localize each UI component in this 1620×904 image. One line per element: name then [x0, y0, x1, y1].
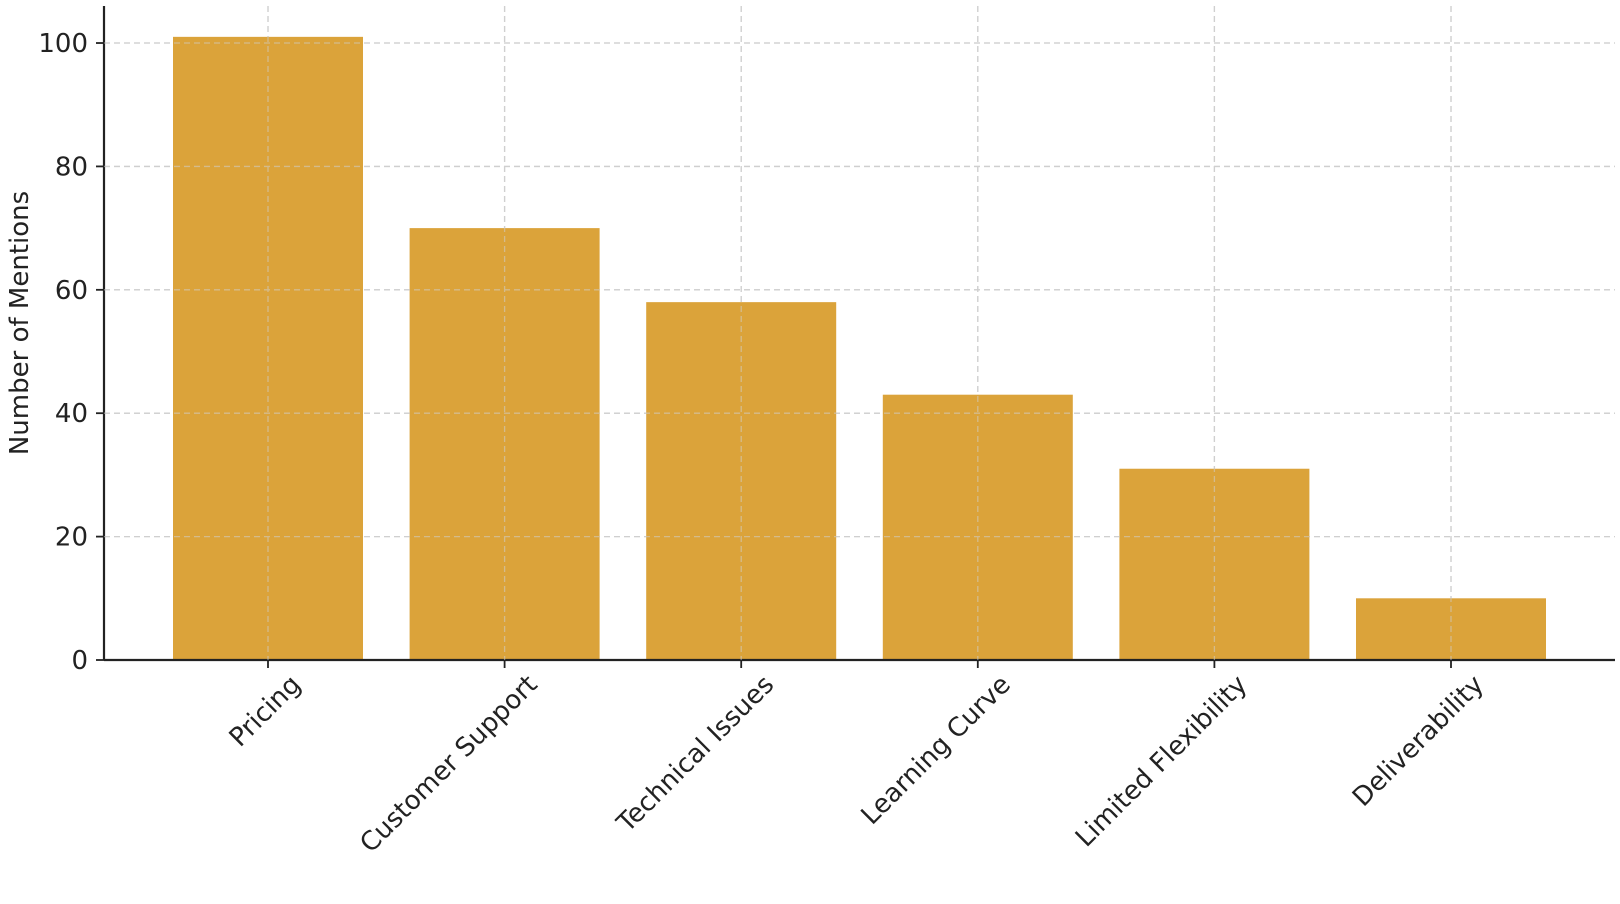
y-tick-label-0: 0 [71, 646, 88, 676]
x-tick-label-limited-flexibility: Limited Flexibility [1070, 670, 1253, 853]
x-tick-label-technical-issues: Technical Issues [611, 670, 780, 839]
y-tick-label-80: 80 [55, 152, 88, 182]
x-tick-label-deliverability: Deliverability [1347, 670, 1490, 813]
grid-lines [104, 6, 1615, 660]
y-axis-title: Number of Mentions [5, 191, 35, 455]
y-tick-label-20: 20 [55, 523, 88, 553]
x-tick-label-customer-support: Customer Support [355, 670, 544, 859]
x-tick-label-learning-curve: Learning Curve [856, 670, 1017, 831]
y-tick-label-60: 60 [55, 276, 88, 306]
x-tick-label-pricing: Pricing [224, 670, 307, 753]
bars [173, 36, 1546, 660]
y-tick-label-40: 40 [55, 399, 88, 429]
y-tick-label-100: 100 [38, 29, 88, 59]
axes [96, 6, 1615, 668]
bar-customer-support [409, 228, 600, 660]
